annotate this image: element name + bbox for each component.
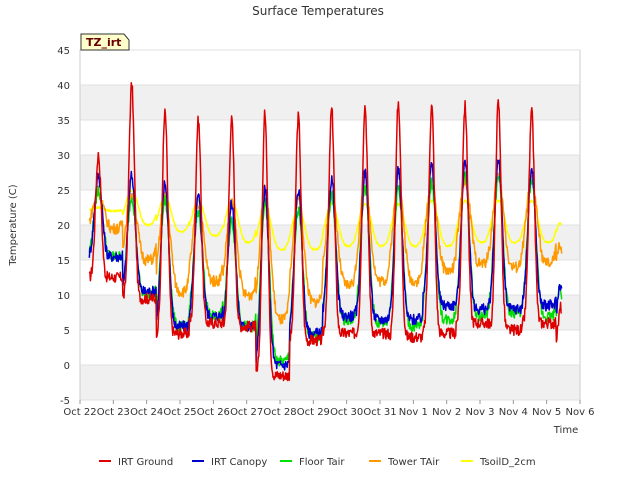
y-tick-label: 10 [57, 291, 70, 302]
x-tick-label: Nov 3 [465, 407, 494, 418]
x-tick-label: Oct 28 [263, 407, 296, 418]
site-tag-box [80, 33, 130, 51]
x-tick-label: Oct 27 [230, 407, 263, 418]
x-tick-label: Oct 25 [163, 407, 196, 418]
x-tick-label: Oct 29 [297, 407, 330, 418]
series-line-irt-ground [88, 81, 562, 382]
legend: IRT Ground IRT Canopy Floor Tair Tower TAir… [99, 457, 536, 468]
x-axis: Oct 22 Oct 23 Oct 24 Oct 25 Oct 26 Oct 27 Oct … [63, 400, 595, 418]
x-tick-label: Nov 1 [399, 407, 428, 418]
x-tick-label: Oct 26 [197, 407, 230, 418]
x-axis-title: Time [553, 425, 578, 436]
chart-title: Surface Temperatures [252, 4, 384, 18]
y-axis-title: Temperature (C) [8, 184, 19, 266]
legend-label: IRT Canopy [211, 457, 267, 468]
x-tick-label: Nov 4 [499, 407, 528, 418]
y-tick-label: 45 [57, 46, 70, 57]
series-layer [88, 81, 563, 382]
y-tick-label: 35 [57, 116, 70, 127]
grid-band [80, 295, 580, 330]
site-tag-text: TZ_irt [86, 36, 121, 49]
y-tick-label: 5 [64, 326, 70, 337]
y-tick-label: 15 [57, 256, 70, 267]
legend-label: Tower TAir [387, 457, 440, 468]
x-tick-label: Nov 2 [432, 407, 461, 418]
legend-label: TsoilD_2cm [479, 457, 536, 468]
x-tick-label: Oct 24 [130, 407, 163, 418]
x-tick-label: Nov 5 [532, 407, 561, 418]
y-tick-label: 20 [57, 221, 70, 232]
legend-label: IRT Ground [118, 457, 173, 468]
grid-band [80, 85, 580, 120]
y-tick-label: 0 [64, 361, 70, 372]
grid-band [80, 365, 580, 400]
x-tick-label: Oct 30 [330, 407, 363, 418]
x-tick-label: Oct 22 [63, 407, 96, 418]
y-tick-label: 30 [57, 151, 70, 162]
y-tick-label: 40 [57, 81, 70, 92]
x-tick-label: Oct 31 [363, 407, 396, 418]
grid-band [80, 225, 580, 260]
site-tag: TZ_irt [80, 33, 130, 51]
x-tick-label: Nov 6 [565, 407, 594, 418]
x-tick-label: Oct 23 [97, 407, 130, 418]
y-tick-label: -5 [60, 396, 70, 407]
y-tick-label: 25 [57, 186, 70, 197]
legend-label: Floor Tair [299, 457, 345, 468]
